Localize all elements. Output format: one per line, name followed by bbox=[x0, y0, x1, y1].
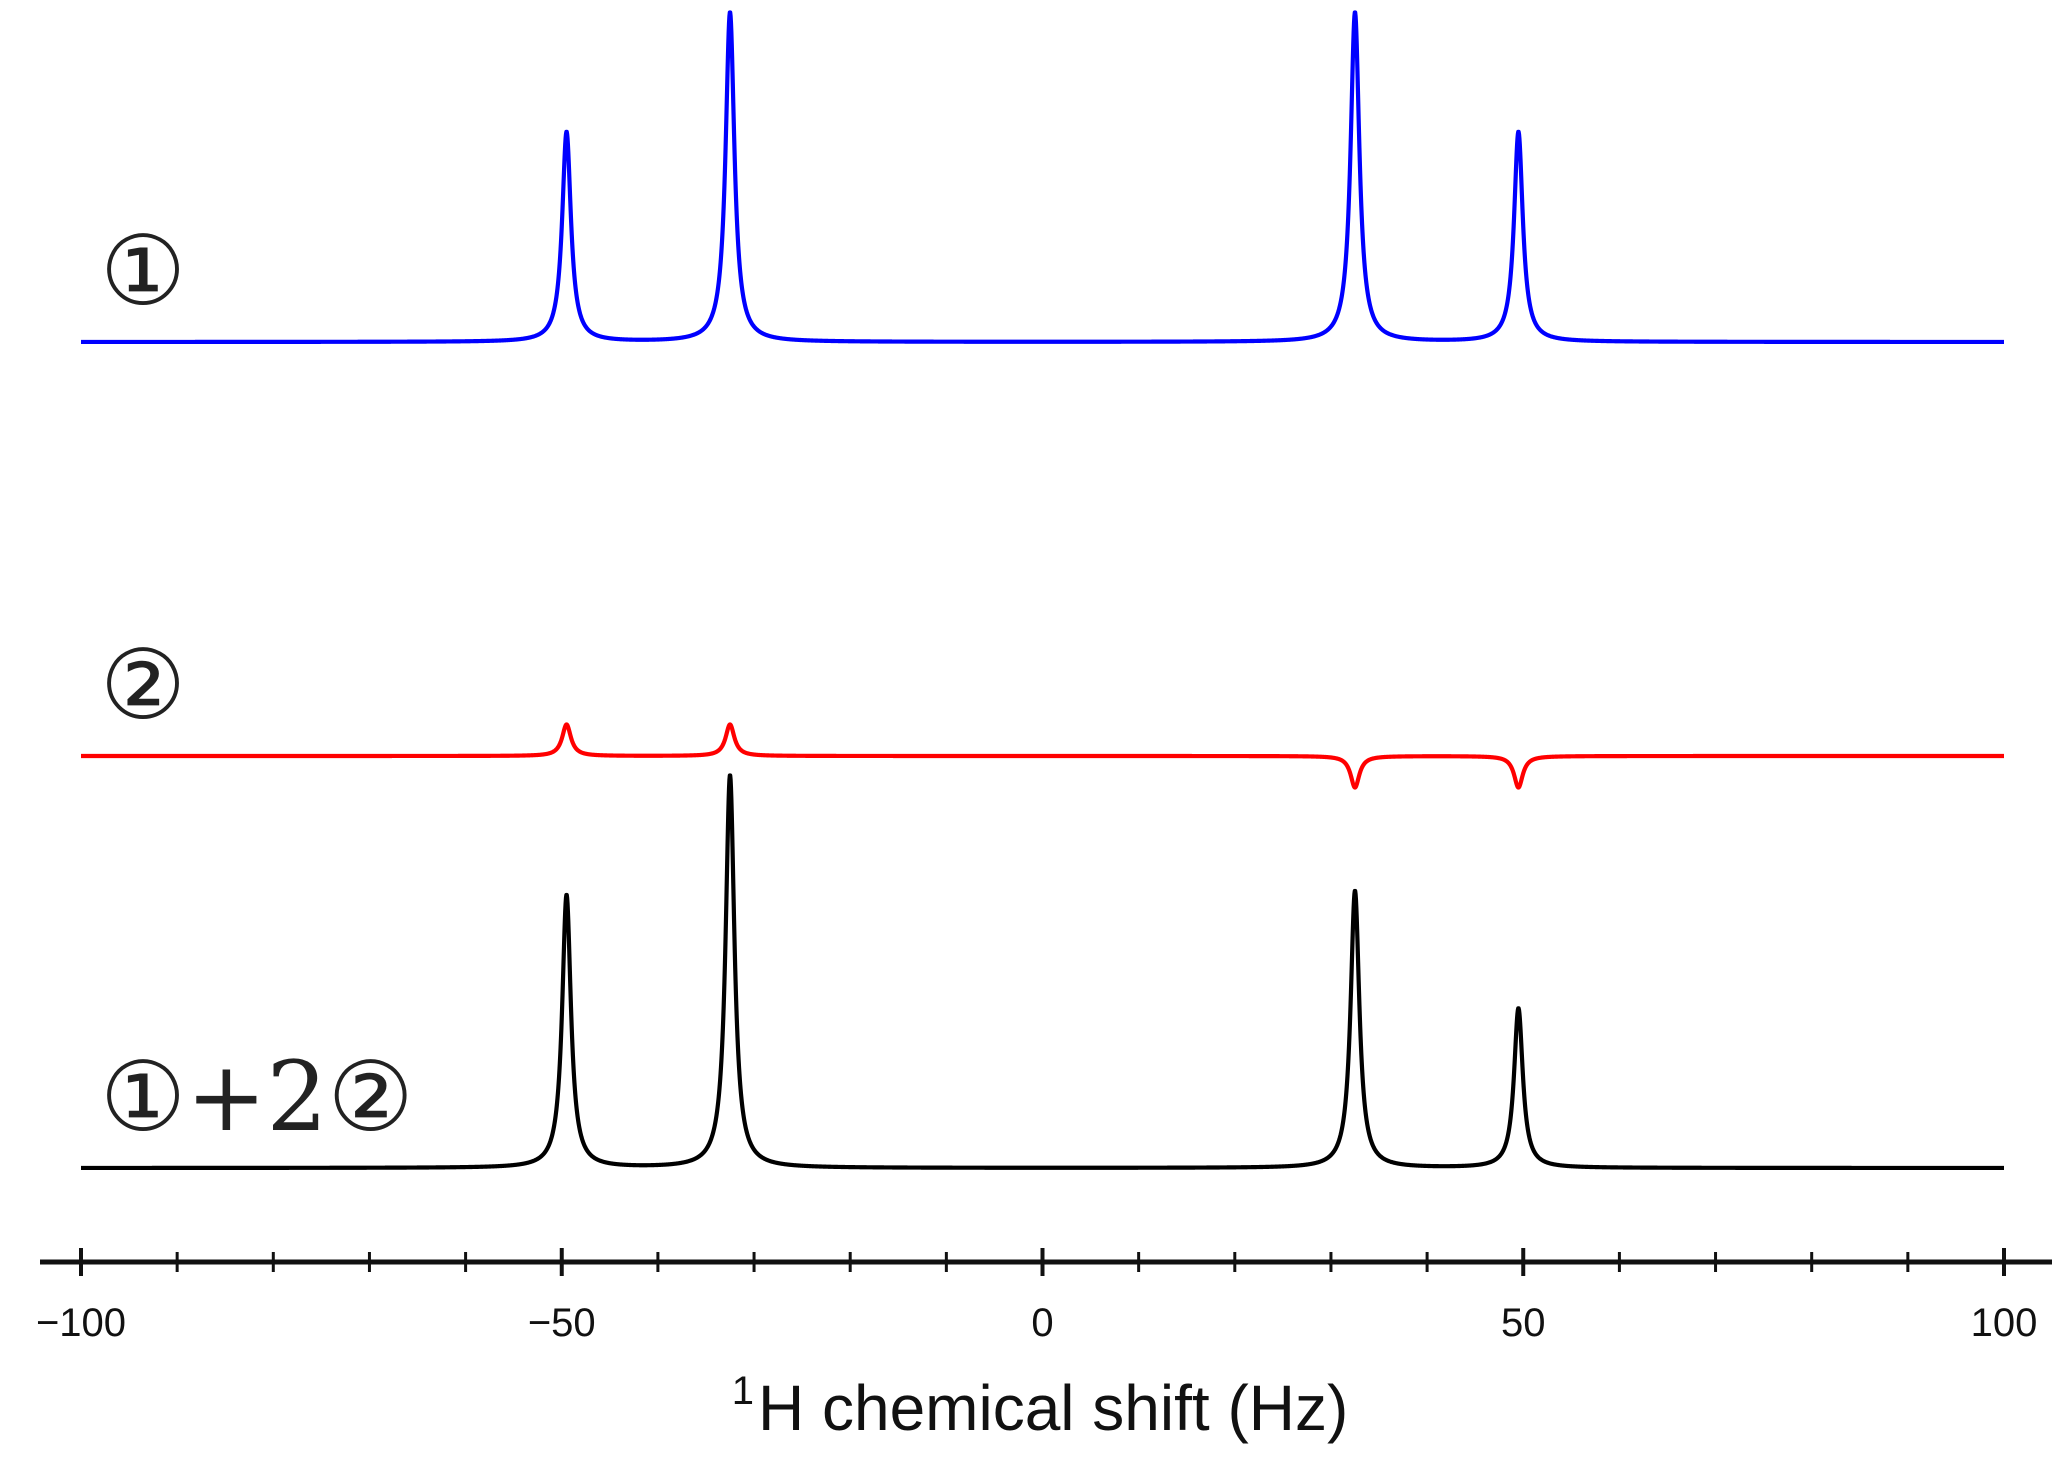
spectrum-trace-2 bbox=[79, 722, 2006, 790]
x-axis-tick-labels: −100 −50 0 50 100 bbox=[36, 1301, 2037, 1345]
trace-labels: ① ② ①+2② bbox=[100, 215, 414, 1153]
x-tick-label: 0 bbox=[1031, 1301, 1053, 1345]
x-tick-label: −50 bbox=[528, 1301, 596, 1345]
x-axis: −100 −50 0 50 100 1H chemical shift (Hz) bbox=[36, 1248, 2052, 1444]
x-axis-ticks bbox=[79, 1248, 2006, 1276]
trace-label-2: ② bbox=[100, 629, 186, 741]
x-tick-label: −100 bbox=[36, 1301, 126, 1345]
spectrum-traces bbox=[79, 10, 2006, 1171]
trace-label-1: ① bbox=[100, 215, 186, 327]
x-tick-label: 100 bbox=[1971, 1301, 2038, 1345]
x-tick-label: 50 bbox=[1501, 1301, 1546, 1345]
trace-label-3: ①+2② bbox=[100, 1041, 414, 1153]
x-axis-label-text: H chemical shift (Hz) bbox=[758, 1372, 1348, 1444]
spectrum-trace-1 bbox=[79, 10, 2006, 345]
x-axis-label: 1H chemical shift (Hz) bbox=[732, 1369, 1349, 1444]
x-axis-label-superscript: 1 bbox=[732, 1369, 754, 1413]
spectrum-trace-3 bbox=[79, 773, 2006, 1171]
